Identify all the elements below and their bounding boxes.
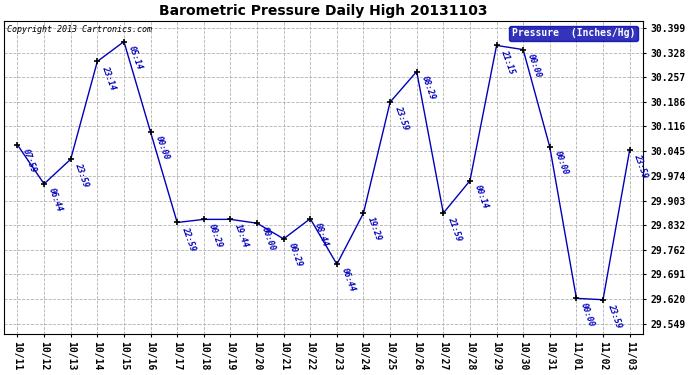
Text: 23:59: 23:59 [73,162,90,189]
Text: 08:44: 08:44 [313,222,330,248]
Text: 06:44: 06:44 [47,187,64,213]
Text: 00:29: 00:29 [286,242,304,268]
Text: 00:00: 00:00 [579,301,596,328]
Text: 23:59: 23:59 [606,303,623,329]
Text: 00:00: 00:00 [526,53,543,79]
Text: 19:29: 19:29 [366,216,383,243]
Text: Copyright 2013 Cartronics.com: Copyright 2013 Cartronics.com [8,26,152,34]
Text: 19:44: 19:44 [233,222,250,249]
Text: 06:44: 06:44 [339,267,357,294]
Text: 23:14: 23:14 [100,64,117,91]
Text: 08:29: 08:29 [420,74,437,101]
Text: 00:29: 00:29 [206,222,224,249]
Text: 05:14: 05:14 [127,44,144,71]
Text: 21:59: 21:59 [446,216,463,243]
Text: 00:00: 00:00 [260,226,277,252]
Text: 21:15: 21:15 [500,48,516,75]
Text: 07:59: 07:59 [20,148,37,174]
Title: Barometric Pressure Daily High 20131103: Barometric Pressure Daily High 20131103 [159,4,488,18]
Text: 00:00: 00:00 [553,150,569,176]
Text: 23:59: 23:59 [633,153,649,180]
Text: 22:59: 22:59 [180,225,197,252]
Text: 00:00: 00:00 [153,135,170,161]
Legend: Pressure  (Inches/Hg): Pressure (Inches/Hg) [509,26,638,41]
Text: 00:14: 00:14 [473,183,490,210]
Text: 23:59: 23:59 [393,105,410,132]
